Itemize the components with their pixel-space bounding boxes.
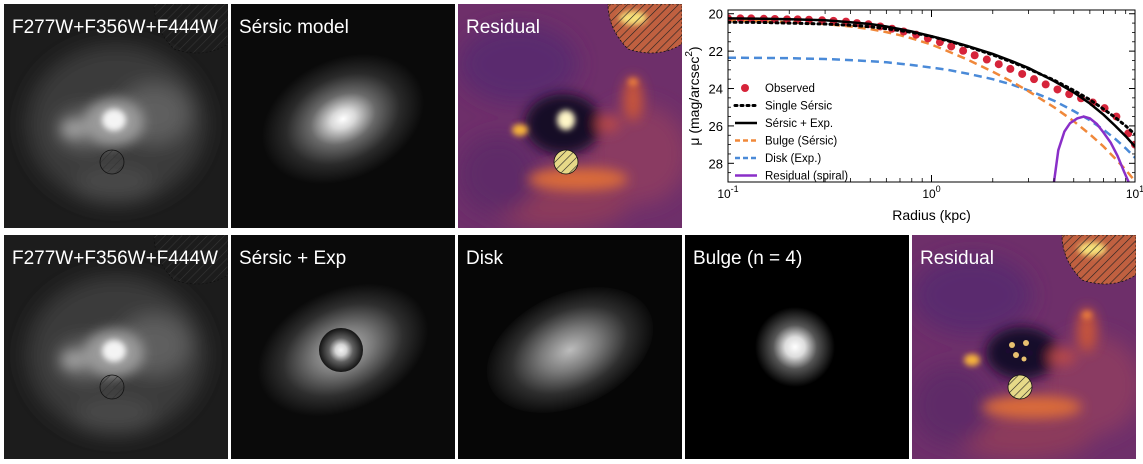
legend-label: Residual (spiral): [765, 171, 848, 183]
y-axis: 20 22 24 26 28: [709, 7, 1135, 183]
panel-residual-top: Residual: [458, 4, 682, 228]
panel-label: F277W+F356W+F444W: [12, 17, 218, 38]
x-tick-label: 101: [1126, 184, 1143, 201]
panel-bulge: Bulge (n = 4): [685, 235, 909, 459]
panel-label: Bulge (n = 4): [693, 248, 803, 269]
panel-label: Disk: [466, 248, 503, 269]
panel-label: F277W+F356W+F444W: [12, 248, 218, 269]
y-tick-label: 20: [709, 7, 723, 22]
data-point-observed: [959, 46, 968, 55]
panel-disk: Disk: [458, 235, 682, 459]
data-point-observed: [1030, 75, 1039, 84]
panel-label: Residual: [920, 248, 994, 269]
legend: Observed Single Sérsic Sérsic + Exp. Bulge …: [733, 83, 848, 183]
y-axis-label-close: ): [686, 46, 702, 51]
y-tick-label: 24: [709, 82, 723, 97]
panel-residual-bottom: Residual: [912, 235, 1136, 459]
legend-swatch: [741, 84, 749, 92]
legend-label: Sérsic + Exp.: [765, 118, 833, 130]
data-point-observed: [994, 60, 1003, 69]
data-point-observed: [1053, 85, 1062, 94]
panel-sersic-exp: Sérsic + Exp: [231, 235, 455, 459]
data-point-observed: [1018, 69, 1027, 78]
legend-label: Bulge (Sérsic): [765, 136, 837, 148]
y-tick-label: 28: [709, 156, 723, 171]
series-line-residual-spiral: [1052, 115, 1130, 182]
data-point-observed: [1006, 64, 1015, 73]
panel-label: Sérsic model: [239, 17, 349, 38]
series-line-single-s-rsic: [728, 20, 1135, 136]
panel-rgb-image-top: F277W+F356W+F444W: [4, 4, 228, 228]
panel-sersic-model: Sérsic model: [231, 4, 455, 228]
panel-label: Sérsic + Exp: [239, 248, 347, 269]
data-point-observed: [1041, 80, 1050, 89]
data-point-observed: [982, 55, 991, 64]
y-tick-label: 22: [709, 44, 723, 59]
y-axis-label: μ (mag/arcsec2): [684, 46, 702, 145]
y-tick-label: 26: [709, 119, 723, 134]
y-axis-label-exponent: 2: [684, 51, 695, 57]
data-point-observed: [970, 51, 979, 60]
legend-label: Disk (Exp.): [765, 153, 821, 165]
panel-label: Residual: [466, 17, 540, 38]
data-point-observed: [947, 42, 956, 51]
panel-rgb-image-bottom: F277W+F356W+F444W: [4, 235, 228, 459]
y-axis-label-main: μ (mag/arcsec: [686, 57, 702, 146]
x-axis-label: Radius (kpc): [892, 207, 971, 223]
plot-area: [728, 14, 1135, 182]
legend-label: Observed: [765, 83, 815, 95]
legend-label: Single Sérsic: [765, 101, 832, 113]
